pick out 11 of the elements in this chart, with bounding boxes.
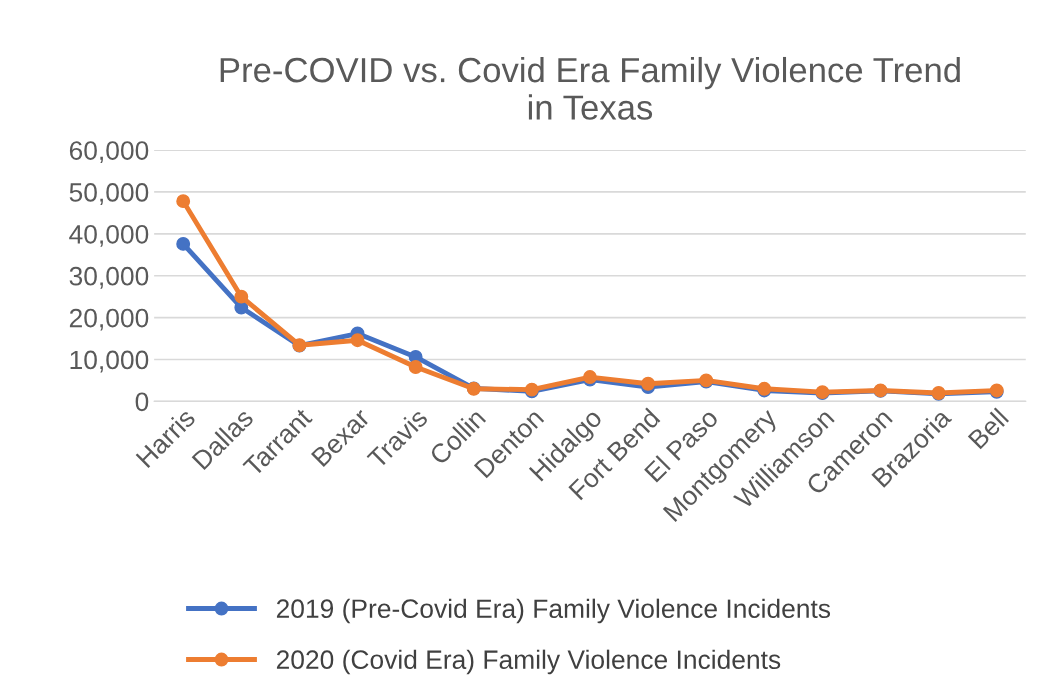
legend-label: 2020 (Covid Era) Family Violence Incidents [276, 649, 781, 675]
y-tick-label: 30,000 [69, 266, 149, 289]
y-tick-label: 10,000 [70, 350, 149, 373]
x-tick-label: Bell [967, 407, 1010, 450]
y-tick-label: 0 [135, 392, 149, 412]
y-tick-label: 50,000 [69, 183, 149, 205]
chart-title: Pre-COVID vs. Covid Era Family Violence Trend in Texas [220, 56, 960, 120]
y-tick-label: 60,000 [69, 141, 149, 164]
y-tick-label: 40,000 [69, 224, 149, 247]
y-tick-label: 20,000 [69, 308, 149, 331]
legend-label: 2019 (Pre-Covid Era) Family Violence Incidents [276, 598, 831, 624]
